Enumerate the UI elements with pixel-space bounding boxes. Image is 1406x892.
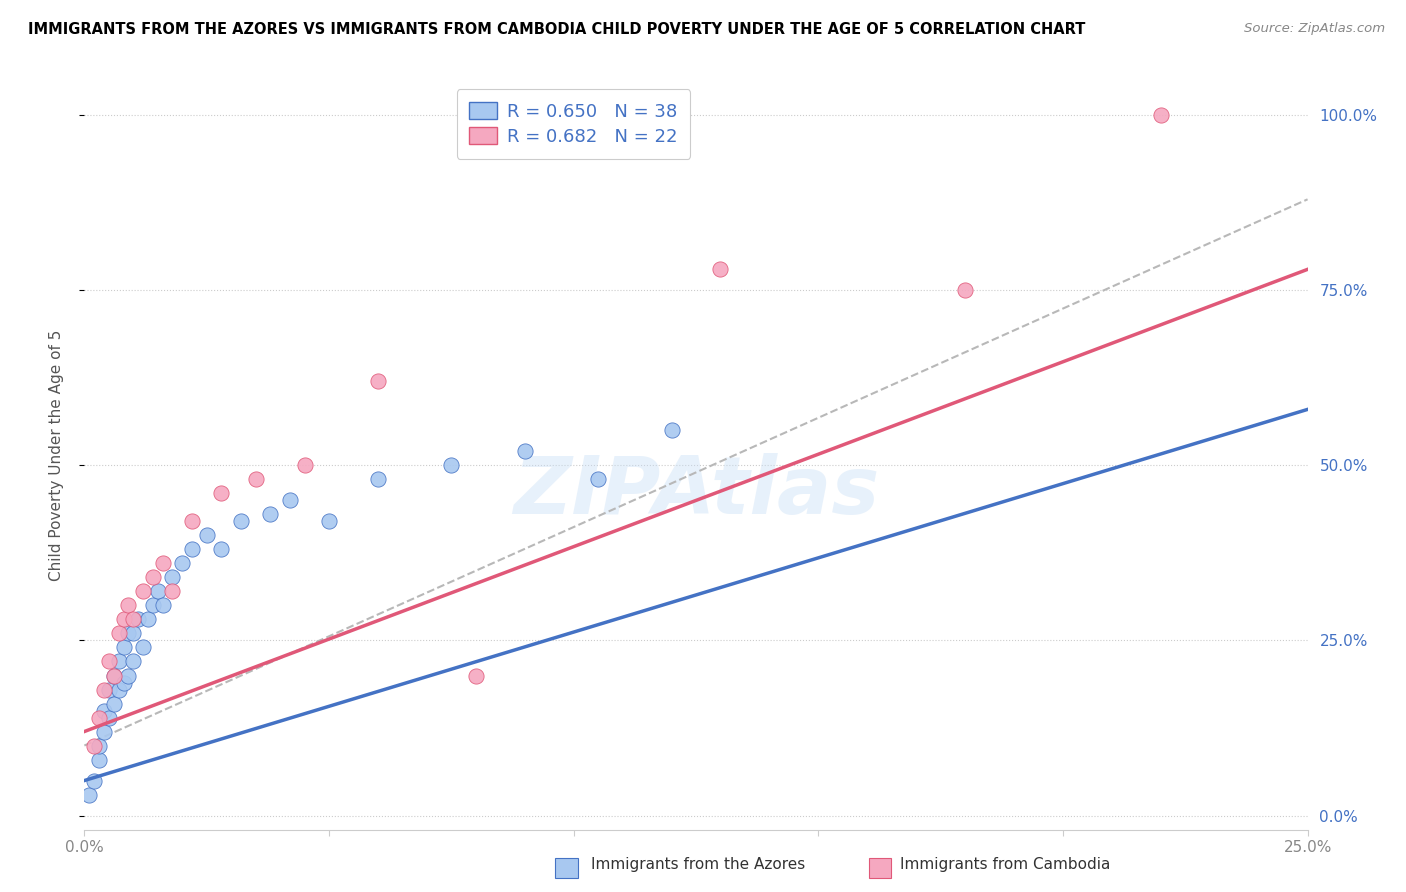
Point <box>152 599 174 613</box>
Point <box>117 626 139 640</box>
Point <box>229 515 252 529</box>
Point <box>93 724 115 739</box>
Point <box>142 599 165 613</box>
Y-axis label: Child Poverty Under the Age of 5: Child Poverty Under the Age of 5 <box>49 329 63 581</box>
Point <box>87 739 110 753</box>
Text: Source: ZipAtlas.com: Source: ZipAtlas.com <box>1244 22 1385 36</box>
Point <box>278 493 301 508</box>
Point <box>103 697 125 711</box>
Legend: R = 0.650   N = 38, R = 0.682   N = 22: R = 0.650 N = 38, R = 0.682 N = 22 <box>457 89 690 159</box>
Point <box>132 584 155 599</box>
Point <box>132 640 155 655</box>
Point <box>107 682 129 697</box>
Text: ZIPAtlas: ZIPAtlas <box>513 453 879 532</box>
Point <box>513 444 536 458</box>
Point <box>953 284 976 298</box>
Point <box>83 739 105 753</box>
Point <box>87 752 110 766</box>
Point <box>586 472 609 486</box>
Point <box>87 710 110 724</box>
Point <box>112 675 135 690</box>
Point <box>162 584 184 599</box>
Point <box>107 626 129 640</box>
Text: IMMIGRANTS FROM THE AZORES VS IMMIGRANTS FROM CAMBODIA CHILD POVERTY UNDER THE A: IMMIGRANTS FROM THE AZORES VS IMMIGRANTS… <box>28 22 1085 37</box>
Point <box>112 640 135 655</box>
Point <box>122 655 145 669</box>
Point <box>259 508 281 522</box>
Point <box>162 570 184 584</box>
Point <box>103 668 125 682</box>
Point <box>122 612 145 626</box>
Point <box>93 682 115 697</box>
Point <box>142 570 165 584</box>
Point <box>318 515 340 529</box>
Point <box>245 472 267 486</box>
Point <box>103 668 125 682</box>
Point <box>122 626 145 640</box>
Point <box>97 655 120 669</box>
Point <box>97 710 120 724</box>
Point <box>117 599 139 613</box>
Point <box>367 375 389 389</box>
Point <box>136 612 159 626</box>
Text: Immigrants from the Azores: Immigrants from the Azores <box>591 857 804 872</box>
Point <box>127 612 149 626</box>
Point <box>661 424 683 438</box>
Point <box>181 542 204 557</box>
Point <box>464 668 486 682</box>
Text: Immigrants from Cambodia: Immigrants from Cambodia <box>900 857 1111 872</box>
Point <box>181 515 204 529</box>
Point <box>294 458 316 473</box>
Point <box>1150 108 1173 122</box>
Point <box>440 458 463 473</box>
Point <box>77 788 100 802</box>
Point <box>97 682 120 697</box>
Point <box>107 655 129 669</box>
Point <box>146 584 169 599</box>
Point <box>209 486 232 500</box>
Point <box>367 472 389 486</box>
Point <box>117 668 139 682</box>
Point <box>152 557 174 571</box>
Point <box>112 612 135 626</box>
Point <box>83 773 105 788</box>
Point <box>209 542 232 557</box>
Point <box>195 528 218 542</box>
Point <box>709 262 731 277</box>
Point <box>172 557 194 571</box>
Point <box>93 704 115 718</box>
